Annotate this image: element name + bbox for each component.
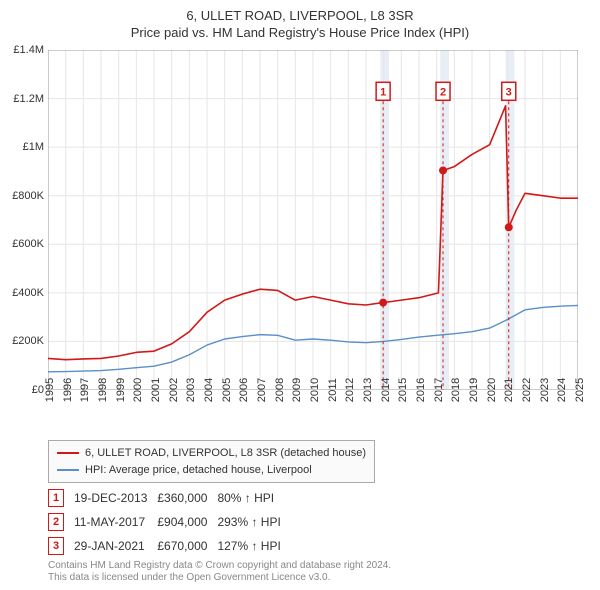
x-axis-label: 2007 xyxy=(252,378,268,402)
callout-price: £904,000 xyxy=(157,510,217,534)
x-axis-label: 2024 xyxy=(552,378,568,402)
x-axis-label: 1999 xyxy=(111,378,127,402)
x-axis-label: 2017 xyxy=(429,378,445,402)
x-axis-label: 2012 xyxy=(340,378,356,402)
footer: Contains HM Land Registry data © Crown c… xyxy=(48,560,391,584)
y-axis-label: £1.4M xyxy=(13,44,48,56)
x-axis-label: 2013 xyxy=(358,378,374,402)
callout-date: 19-DEC-2013 xyxy=(74,486,157,510)
y-axis-label: £800K xyxy=(12,190,48,202)
svg-text:3: 3 xyxy=(506,86,512,98)
callout-row: 3 29-JAN-2021£670,000127% HPI xyxy=(48,534,291,558)
arrow-up-icon xyxy=(251,515,257,529)
y-axis-label: £600K xyxy=(12,238,48,250)
footer-line2: This data is licensed under the Open Gov… xyxy=(48,572,391,584)
callout-price: £360,000 xyxy=(157,486,217,510)
y-axis-label: £1M xyxy=(23,141,48,153)
svg-text:1: 1 xyxy=(380,86,386,98)
x-axis-label: 1998 xyxy=(93,378,109,402)
x-axis-label: 2018 xyxy=(446,378,462,402)
x-axis-label: 2000 xyxy=(128,378,144,402)
x-axis-label: 1996 xyxy=(58,378,74,402)
x-axis-label: 2009 xyxy=(287,378,303,402)
x-axis-label: 2001 xyxy=(146,378,162,402)
x-axis-label: 2021 xyxy=(499,378,515,402)
x-axis-label: 2023 xyxy=(535,378,551,402)
chart-container: 6, ULLET ROAD, LIVERPOOL, L8 3SR Price p… xyxy=(0,0,600,590)
legend-swatch xyxy=(57,452,79,454)
x-axis-label: 2006 xyxy=(234,378,250,402)
callout-date: 29-JAN-2021 xyxy=(74,534,157,558)
x-axis-label: 2014 xyxy=(376,378,392,402)
callout-pct: 293% HPI xyxy=(217,510,290,534)
legend: 6, ULLET ROAD, LIVERPOOL, L8 3SR (detach… xyxy=(48,440,375,483)
legend-item: 6, ULLET ROAD, LIVERPOOL, L8 3SR (detach… xyxy=(57,445,366,462)
chart-title: 6, ULLET ROAD, LIVERPOOL, L8 3SR xyxy=(0,0,600,25)
chart-svg: 1 2 3 xyxy=(48,50,578,390)
x-axis-label: 2005 xyxy=(217,378,233,402)
y-axis-label: £1.2M xyxy=(13,93,48,105)
callout-number: 1 xyxy=(48,489,64,507)
callout-row: 1 19-DEC-2013£360,00080% HPI xyxy=(48,486,291,510)
callout-number: 2 xyxy=(48,513,64,531)
callout-pct: 127% HPI xyxy=(217,534,290,558)
callout-pct: 80% HPI xyxy=(217,486,290,510)
chart-subtitle: Price paid vs. HM Land Registry's House … xyxy=(0,25,600,44)
y-axis-label: £200K xyxy=(12,335,48,347)
callout-date: 11-MAY-2017 xyxy=(74,510,157,534)
callout-row: 2 11-MAY-2017£904,000293% HPI xyxy=(48,510,291,534)
callout-table: 1 19-DEC-2013£360,00080% HPI 2 11-MAY-2017£… xyxy=(48,486,291,558)
legend-swatch xyxy=(57,469,79,471)
chart-area: 123 £0£200K£400K£600K£800K£1M£1.2M£1.4M1… xyxy=(48,50,578,390)
y-axis-label: £400K xyxy=(12,287,48,299)
legend-item: HPI: Average price, detached house, Live… xyxy=(57,462,366,479)
footer-line1: Contains HM Land Registry data © Crown c… xyxy=(48,560,391,572)
callout-price: £670,000 xyxy=(157,534,217,558)
x-axis-label: 2016 xyxy=(411,378,427,402)
x-axis-label: 1997 xyxy=(75,378,91,402)
svg-text:2: 2 xyxy=(440,86,446,98)
x-axis-label: 2025 xyxy=(570,378,586,402)
x-axis-label: 2004 xyxy=(199,378,215,402)
x-axis-label: 2022 xyxy=(517,378,533,402)
x-axis-label: 2002 xyxy=(164,378,180,402)
arrow-up-icon xyxy=(245,491,251,505)
x-axis-label: 2010 xyxy=(305,378,321,402)
x-axis-label: 2015 xyxy=(393,378,409,402)
x-axis-label: 2019 xyxy=(464,378,480,402)
x-axis-label: 2011 xyxy=(323,378,339,402)
x-axis-label: 1995 xyxy=(40,378,56,402)
x-axis-label: 2020 xyxy=(482,378,498,402)
x-axis-label: 2008 xyxy=(270,378,286,402)
legend-label: 6, ULLET ROAD, LIVERPOOL, L8 3SR (detach… xyxy=(85,445,366,462)
x-axis-label: 2003 xyxy=(181,378,197,402)
legend-label: HPI: Average price, detached house, Live… xyxy=(85,462,312,479)
arrow-up-icon xyxy=(251,539,257,553)
callout-number: 3 xyxy=(48,537,64,555)
